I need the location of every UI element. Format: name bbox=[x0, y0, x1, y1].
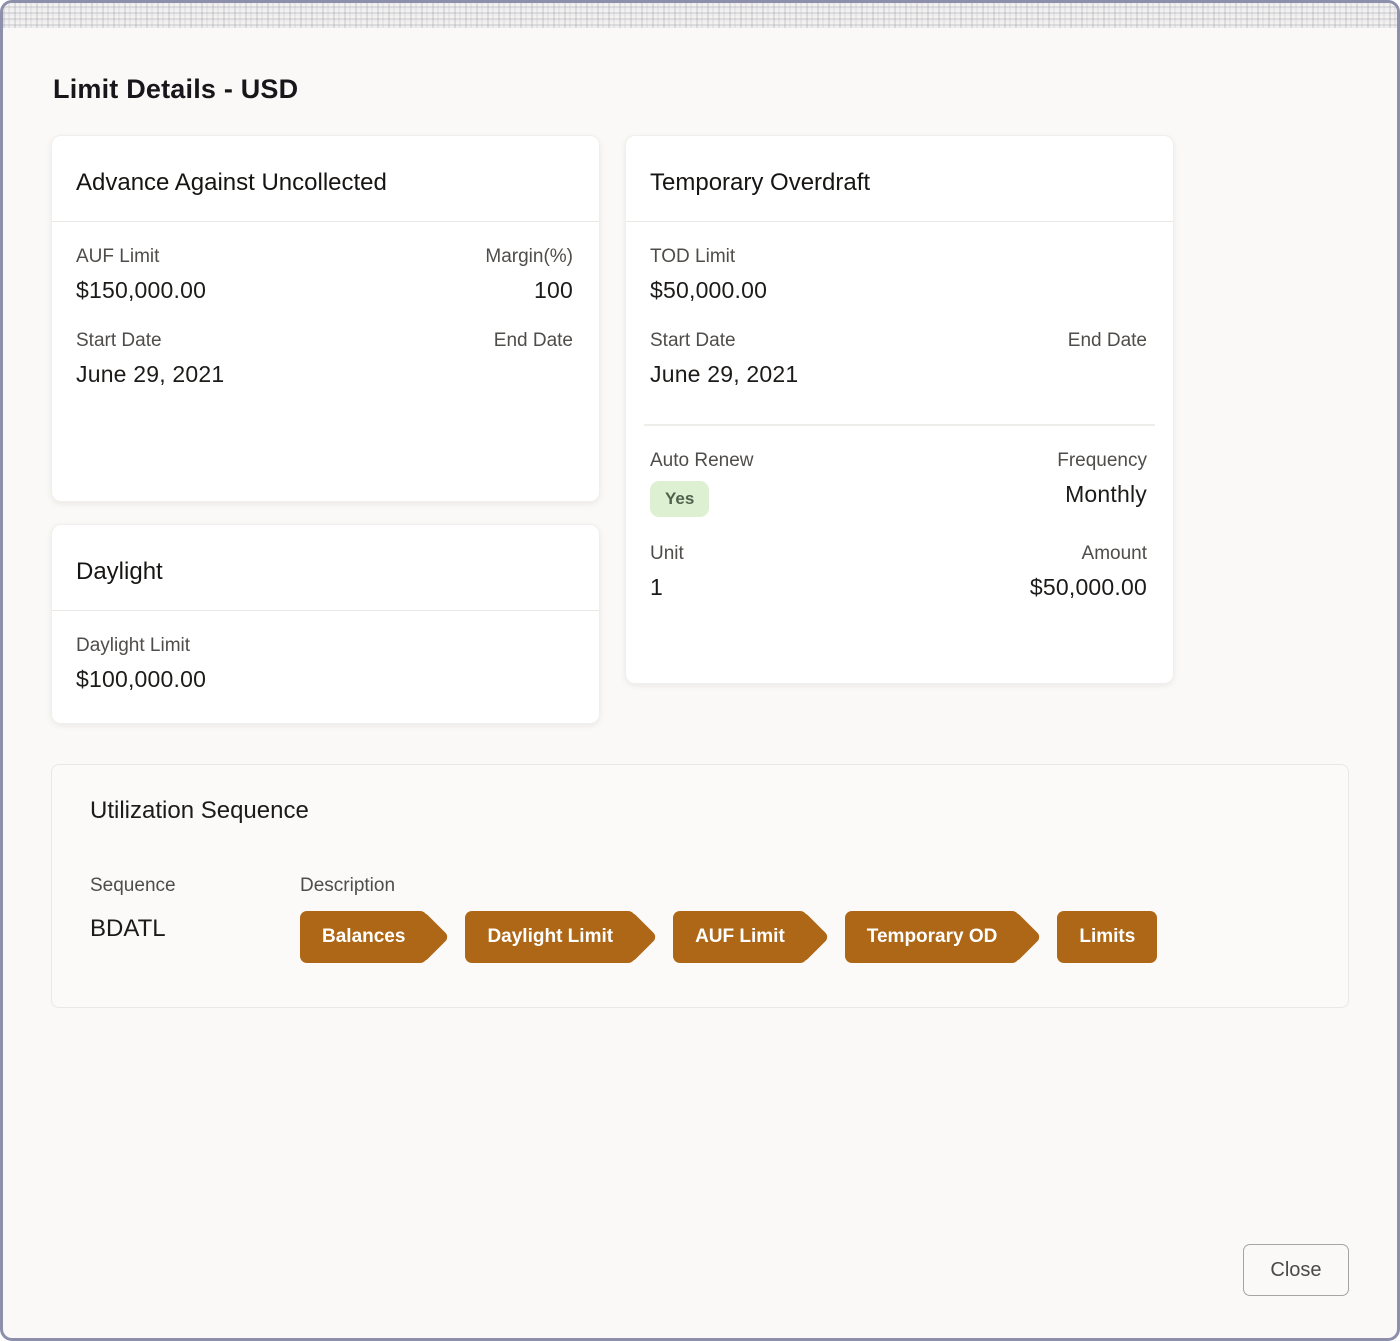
auto-renew-yes-badge: Yes bbox=[650, 481, 710, 517]
tod-limit-label: TOD Limit bbox=[650, 246, 736, 267]
description-field: Description Balances Daylight Limit AUF … bbox=[300, 875, 1158, 963]
frequency-label: Frequency bbox=[1057, 450, 1147, 471]
tod-dates-row: Start Date June 29, 2021 End Date bbox=[650, 330, 1147, 388]
description-label: Description bbox=[300, 875, 396, 896]
start-date-value: June 29, 2021 bbox=[76, 361, 225, 387]
amount-label: Amount bbox=[1081, 543, 1147, 564]
unit-amount-row: Unit 1 Amount $50,000.00 bbox=[650, 543, 1147, 601]
auto-renew-label: Auto Renew bbox=[650, 450, 754, 471]
start-date-label: Start Date bbox=[650, 330, 736, 351]
tod-card-title: Temporary Overdraft bbox=[650, 169, 871, 196]
dialog-footer: Close bbox=[1243, 1244, 1349, 1296]
auf-limit-field: AUF Limit $150,000.00 bbox=[76, 246, 206, 304]
amount-field: Amount $50,000.00 bbox=[1030, 543, 1147, 601]
unit-label: Unit bbox=[650, 543, 684, 564]
page-title: Limit Details - USD bbox=[53, 74, 299, 104]
utilization-sequence-title: Utilization Sequence bbox=[90, 797, 309, 824]
auto-renew-field: Auto Renew Yes bbox=[650, 450, 754, 517]
tod-limit-value: $50,000.00 bbox=[650, 277, 768, 303]
tod-end-date-field: End Date bbox=[1068, 330, 1147, 361]
daylight-limit-field: Daylight Limit $100,000.00 bbox=[76, 635, 206, 693]
advance-start-date-field: Start Date June 29, 2021 bbox=[76, 330, 224, 388]
step-balances: Balances bbox=[300, 911, 428, 963]
daylight-card: Daylight Daylight Limit $100,000.00 bbox=[51, 524, 600, 724]
start-date-label: Start Date bbox=[76, 330, 162, 351]
tod-start-date-field: Start Date June 29, 2021 bbox=[650, 330, 798, 388]
auf-limit-label: AUF Limit bbox=[76, 246, 160, 267]
daylight-card-body: Daylight Limit $100,000.00 bbox=[52, 611, 599, 723]
auf-limit-value: $150,000.00 bbox=[76, 277, 207, 303]
end-date-label: End Date bbox=[493, 330, 573, 351]
step-auf-limit: AUF Limit bbox=[673, 911, 807, 963]
divider bbox=[52, 221, 599, 222]
margin-label: Margin(%) bbox=[485, 246, 573, 267]
auf-limit-margin-row: AUF Limit $150,000.00 Margin(%) 100 bbox=[76, 246, 573, 304]
amount-value: $50,000.00 bbox=[1029, 574, 1147, 600]
utilization-sequence-panel: Utilization Sequence Sequence BDATL Desc… bbox=[51, 764, 1349, 1008]
tod-card-body: TOD Limit $50,000.00 Start Date June 29,… bbox=[626, 222, 1173, 418]
frequency-value: Monthly bbox=[1065, 481, 1147, 507]
close-button[interactable]: Close bbox=[1243, 1244, 1349, 1296]
advance-dates-row: Start Date June 29, 2021 End Date bbox=[76, 330, 573, 388]
temporary-overdraft-card: Temporary Overdraft TOD Limit $50,000.00… bbox=[625, 135, 1174, 684]
divider bbox=[644, 424, 1155, 426]
margin-field: Margin(%) 100 bbox=[485, 246, 573, 304]
tod-limit-field: TOD Limit $50,000.00 bbox=[650, 246, 767, 304]
advance-end-date-field: End Date bbox=[494, 330, 573, 361]
tod-limit-row: TOD Limit $50,000.00 bbox=[650, 246, 1147, 304]
unit-value: 1 bbox=[650, 574, 663, 600]
tod-card-body-lower: Auto Renew Yes Frequency Monthly Unit bbox=[626, 426, 1173, 631]
margin-value: 100 bbox=[534, 277, 573, 303]
left-column: Advance Against Uncollected AUF Limit $1… bbox=[51, 135, 600, 724]
dialog-content: Limit Details - USD Advance Against Unco… bbox=[3, 74, 1397, 1008]
sequence-steps: Balances Daylight Limit AUF Limit Tempor… bbox=[300, 911, 1158, 963]
step-temporary-od: Temporary OD bbox=[844, 911, 1020, 963]
cards-grid: Advance Against Uncollected AUF Limit $1… bbox=[51, 135, 1349, 724]
auto-renew-frequency-row: Auto Renew Yes Frequency Monthly bbox=[650, 450, 1147, 517]
background-texture bbox=[3, 3, 1397, 28]
step-limits: Limits bbox=[1057, 911, 1158, 963]
divider bbox=[52, 610, 599, 611]
advance-card-body: AUF Limit $150,000.00 Margin(%) 100 Star… bbox=[52, 222, 599, 418]
start-date-value: June 29, 2021 bbox=[650, 361, 799, 387]
sequence-value: BDATL bbox=[90, 915, 166, 942]
utilization-sequence-body: Sequence BDATL Description Balances Dayl… bbox=[90, 875, 1310, 963]
divider bbox=[626, 221, 1173, 222]
daylight-limit-label: Daylight Limit bbox=[76, 635, 191, 656]
unit-field: Unit 1 bbox=[650, 543, 684, 601]
daylight-limit-row: Daylight Limit $100,000.00 bbox=[76, 635, 573, 693]
right-column: Temporary Overdraft TOD Limit $50,000.00… bbox=[625, 135, 1174, 684]
end-date-label: End Date bbox=[1067, 330, 1147, 351]
advance-card-title: Advance Against Uncollected bbox=[76, 169, 387, 196]
daylight-card-title: Daylight bbox=[76, 558, 163, 585]
daylight-limit-value: $100,000.00 bbox=[76, 666, 207, 692]
advance-against-uncollected-card: Advance Against Uncollected AUF Limit $1… bbox=[51, 135, 600, 502]
frequency-field: Frequency Monthly bbox=[1057, 450, 1147, 508]
sequence-field: Sequence BDATL bbox=[90, 875, 300, 963]
step-daylight-limit: Daylight Limit bbox=[465, 911, 636, 963]
sequence-label: Sequence bbox=[90, 875, 176, 896]
